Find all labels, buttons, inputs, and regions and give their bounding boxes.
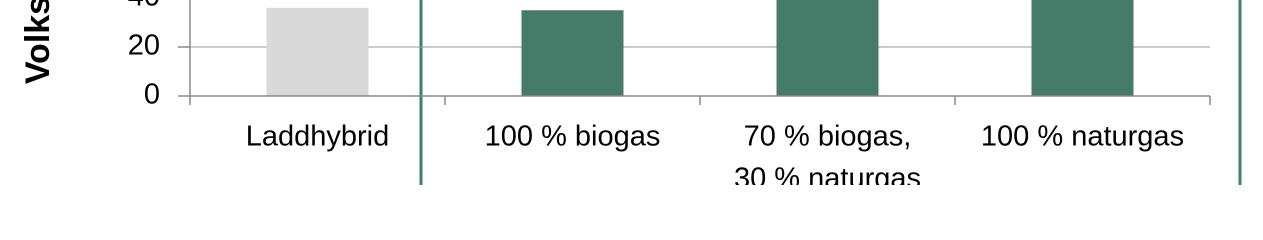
y-tick-label: 0: [144, 79, 160, 111]
bar: [1031, 0, 1134, 96]
x-tick-label: 100 % biogas: [485, 121, 661, 153]
bar: [776, 0, 879, 96]
x-tick-label: 100 % naturgas: [981, 121, 1184, 153]
page: {"chart_data": {"type": "bar", "y_label"…: [18, 0, 1242, 185]
y-tick-label: 40: [128, 0, 160, 13]
y-tick-label: 20: [128, 30, 160, 62]
bar: [521, 10, 624, 96]
x-tick-label: Laddhybrid: [246, 121, 390, 153]
x-tick-label: 30 % naturgas: [734, 163, 921, 185]
x-tick-label: 70 % biogas,: [744, 121, 912, 153]
y-axis-title: Volks: [19, 0, 57, 84]
chart: Volks 0 20 40 Laddhybrid 100 % biogas 70 % bi…: [19, 0, 1242, 185]
bar: [266, 7, 369, 96]
